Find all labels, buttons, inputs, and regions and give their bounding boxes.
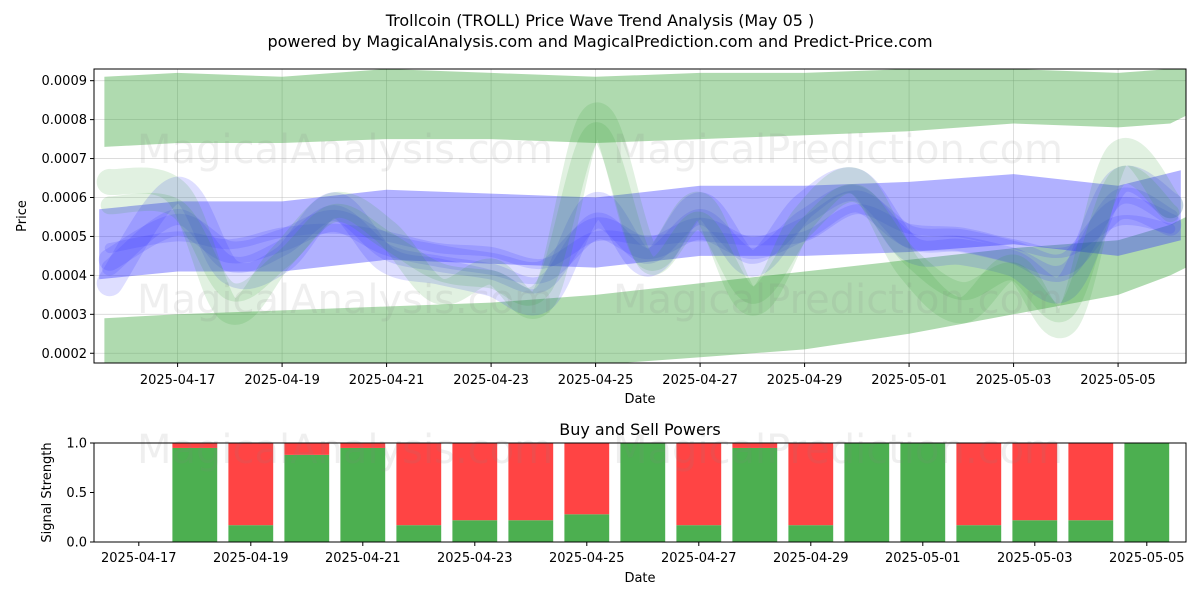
chart-title-line2: powered by MagicalAnalysis.com and Magic… xyxy=(267,32,932,51)
price-plot-frame xyxy=(93,68,1187,364)
price-wave-line xyxy=(101,185,1179,294)
power-x-tick-label: 2025-04-25 xyxy=(549,551,625,566)
price-y-tick-label: 0.0004 xyxy=(42,269,88,284)
sell-power-bar xyxy=(172,443,218,448)
sell-power-bar xyxy=(1012,443,1058,521)
price-wave-plot: MagicalAnalysis.com MagicalPrediction.com… xyxy=(15,68,1187,407)
power-x-tick-label: 2025-05-03 xyxy=(997,551,1073,566)
chart-title-line1: Trollcoin (TROLL) Price Wave Trend Analy… xyxy=(385,11,815,30)
watermark-analysis-mid: MagicalAnalysis.com xyxy=(137,277,553,323)
price-y-tick-label: 0.0006 xyxy=(42,191,88,206)
buy-power-bar xyxy=(284,454,330,542)
sell-power-bar xyxy=(452,443,498,521)
sell-power-bar xyxy=(956,443,1002,526)
watermark-analysis-top: MagicalAnalysis.com xyxy=(137,127,553,173)
price-x-tick-label: 2025-04-27 xyxy=(662,373,738,388)
watermark-prediction-top: MagicalPrediction.com xyxy=(613,127,1063,173)
watermark-prediction-bottom: MagicalPrediction.com xyxy=(613,427,1063,473)
price-y-tick-label: 0.0008 xyxy=(42,113,88,128)
buy-power-bar xyxy=(788,525,834,542)
sell-power-bar xyxy=(284,443,330,455)
buy-power-bar xyxy=(564,514,610,542)
power-x-tick-label: 2025-04-23 xyxy=(437,551,513,566)
price-y-tick-label: 0.0002 xyxy=(42,347,88,362)
sell-power-bar xyxy=(228,443,274,526)
price-wave-line xyxy=(100,122,1180,323)
power-x-tick-label: 2025-05-05 xyxy=(1109,551,1185,566)
power-x-tick-label: 2025-05-01 xyxy=(885,551,961,566)
price-series-group: MagicalAnalysis.com MagicalPrediction.com… xyxy=(96,69,1186,363)
price-y-tick-label: 0.0007 xyxy=(42,152,88,167)
buy-power-bar xyxy=(172,447,218,542)
green-upper-band xyxy=(104,69,1186,147)
buy-power-bar xyxy=(732,447,778,542)
power-chart-title: Buy and Sell Powers xyxy=(559,420,721,439)
power-x-tick-label: 2025-04-17 xyxy=(101,551,177,566)
watermark-prediction-mid: MagicalPrediction.com xyxy=(613,277,1063,323)
price-x-tick-label: 2025-04-21 xyxy=(349,373,425,388)
buy-power-bar xyxy=(452,520,498,542)
power-x-axis-label: Date xyxy=(624,571,655,586)
price-x-tick-label: 2025-05-05 xyxy=(1080,373,1156,388)
price-y-tick-label: 0.0003 xyxy=(42,308,88,323)
price-wave-line xyxy=(98,190,1182,285)
power-y-tick-label: 1.0 xyxy=(66,437,87,452)
power-y-axis-label: Signal Strength xyxy=(40,442,55,542)
buy-power-bar xyxy=(676,525,722,542)
buy-power-bar xyxy=(228,525,274,542)
sell-power-bar xyxy=(788,443,834,526)
buy-power-bar xyxy=(620,443,666,542)
buy-power-bar xyxy=(340,447,386,542)
buy-power-bar xyxy=(1068,520,1114,542)
price-wave-line xyxy=(104,204,1176,270)
watermark-analysis-bottom: MagicalAnalysis.com xyxy=(137,427,553,473)
price-x-tick-label: 2025-05-01 xyxy=(871,373,947,388)
blue-trend-band xyxy=(99,170,1181,280)
price-wave-line xyxy=(96,165,1184,316)
sell-power-bar xyxy=(508,443,554,521)
sell-power-bar xyxy=(340,443,386,448)
price-x-tick-label: 2025-04-25 xyxy=(558,373,634,388)
price-x-tick-label: 2025-04-23 xyxy=(453,373,529,388)
buy-sell-power-plot: MagicalAnalysis.com MagicalPrediction.com… xyxy=(40,420,1187,586)
sell-power-bar xyxy=(732,443,778,448)
price-wave-line xyxy=(96,102,1184,339)
buy-power-bar xyxy=(1124,443,1170,542)
power-x-tick-label: 2025-04-29 xyxy=(773,551,849,566)
power-x-tick-label: 2025-04-27 xyxy=(661,551,737,566)
sell-power-bar xyxy=(564,443,610,515)
price-x-tick-label: 2025-05-03 xyxy=(976,373,1052,388)
price-y-tick-label: 0.0009 xyxy=(42,74,88,89)
buy-power-bar xyxy=(956,525,1002,542)
power-x-tick-label: 2025-04-19 xyxy=(213,551,289,566)
sell-power-bar xyxy=(676,443,722,526)
sell-power-bar xyxy=(1068,443,1114,521)
buy-power-bar xyxy=(396,525,442,542)
green-lower-band xyxy=(104,217,1186,363)
price-x-tick-label: 2025-04-19 xyxy=(244,373,320,388)
sell-power-bar xyxy=(396,443,442,526)
price-x-tick-label: 2025-04-29 xyxy=(767,373,843,388)
power-y-tick-label: 0.0 xyxy=(66,536,87,551)
price-y-axis-label: Price xyxy=(15,200,30,232)
buy-power-bar xyxy=(844,443,890,542)
price-x-axis-label: Date xyxy=(624,392,655,407)
buy-power-bar xyxy=(1012,520,1058,542)
price-y-tick-label: 0.0005 xyxy=(42,230,88,245)
buy-power-bar xyxy=(900,443,946,542)
buy-power-bar xyxy=(508,520,554,542)
power-y-tick-label: 0.5 xyxy=(66,486,87,501)
price-x-tick-label: 2025-04-17 xyxy=(140,373,216,388)
power-x-tick-label: 2025-04-21 xyxy=(325,551,401,566)
